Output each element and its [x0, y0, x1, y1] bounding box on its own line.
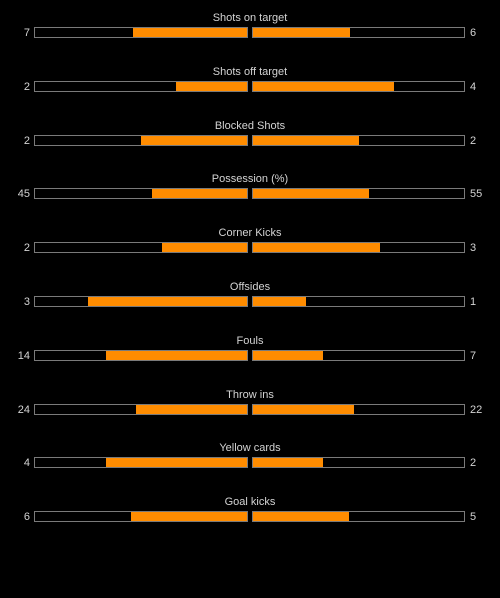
away-bar — [252, 134, 465, 146]
home-value: 6 — [23, 511, 30, 524]
home-bar-fill — [88, 296, 247, 306]
away-value: 3 — [470, 242, 477, 255]
stat-title: Shots off target — [212, 65, 288, 78]
home-bar — [34, 295, 248, 307]
away-bar-fill — [253, 189, 370, 199]
home-bar-fill — [162, 243, 247, 253]
stat-title: Throw ins — [226, 388, 274, 401]
home-bar — [34, 80, 248, 92]
home-bar — [34, 188, 248, 200]
home-bar — [34, 349, 248, 361]
home-value: 2 — [23, 242, 30, 255]
home-value: 2 — [23, 134, 30, 147]
away-bar-fill — [253, 458, 324, 468]
away-value: 2 — [470, 134, 477, 147]
stat-title: Goal kicks — [224, 496, 276, 509]
away-bar-fill — [253, 81, 394, 91]
away-value: 5 — [470, 511, 477, 524]
stat-row: Goal kicks 6 5 — [0, 495, 500, 549]
home-bar-fill — [105, 350, 247, 360]
away-value: 4 — [470, 80, 477, 93]
stat-row: Fouls 14 7 — [0, 334, 500, 388]
away-bar-fill — [253, 512, 349, 522]
stat-title: Possession (%) — [211, 173, 289, 186]
away-bar — [252, 80, 465, 92]
match-stats-list: Shots on target 7 6 Shots off target 2 4… — [0, 11, 500, 549]
stat-row: Shots off target 2 4 — [0, 65, 500, 119]
stat-title: Corner Kicks — [218, 227, 282, 240]
away-bar — [252, 242, 465, 254]
home-bar-fill — [105, 458, 247, 468]
away-bar — [252, 349, 465, 361]
stat-title: Blocked Shots — [214, 119, 286, 132]
stat-row: Throw ins 24 22 — [0, 388, 500, 442]
home-value: 2 — [23, 80, 30, 93]
away-bar — [252, 188, 465, 200]
away-value: 1 — [470, 295, 477, 308]
stat-row: Yellow cards 4 2 — [0, 441, 500, 495]
home-value: 45 — [17, 188, 30, 201]
home-bar-fill — [141, 135, 247, 145]
away-value: 7 — [470, 349, 477, 362]
away-bar — [252, 27, 465, 38]
home-bar — [34, 511, 248, 523]
home-bar-fill — [151, 189, 247, 199]
home-bar — [34, 134, 248, 146]
stat-row: Corner Kicks 2 3 — [0, 226, 500, 280]
stat-title: Fouls — [236, 334, 264, 347]
stat-title: Shots on target — [212, 12, 288, 24]
away-bar — [252, 457, 465, 469]
away-value: 6 — [470, 27, 477, 39]
home-value: 24 — [17, 403, 30, 416]
away-bar — [252, 295, 465, 307]
away-bar-fill — [253, 296, 306, 306]
home-value: 14 — [17, 349, 30, 362]
home-bar-fill — [132, 28, 247, 37]
stat-title: Yellow cards — [219, 442, 281, 455]
home-bar — [34, 403, 248, 415]
home-bar-fill — [136, 404, 247, 414]
home-value: 7 — [23, 27, 30, 39]
away-bar — [252, 403, 465, 415]
home-bar — [34, 457, 248, 469]
stat-row: Possession (%) 45 55 — [0, 172, 500, 226]
away-bar — [252, 511, 465, 523]
away-bar-fill — [253, 135, 359, 145]
away-value: 22 — [470, 403, 483, 416]
away-bar-fill — [253, 243, 380, 253]
stat-title: Offsides — [229, 280, 271, 293]
stat-row: Offsides 3 1 — [0, 280, 500, 334]
home-bar — [34, 242, 248, 254]
away-bar-fill — [253, 28, 351, 37]
stat-row: Shots on target 7 6 — [0, 11, 500, 65]
home-value: 3 — [23, 295, 30, 308]
home-bar-fill — [131, 512, 247, 522]
away-value: 2 — [470, 457, 477, 470]
home-value: 4 — [23, 457, 30, 470]
home-bar — [34, 27, 248, 38]
away-bar-fill — [253, 404, 354, 414]
away-value: 55 — [470, 188, 483, 201]
home-bar-fill — [176, 81, 247, 91]
away-bar-fill — [253, 350, 324, 360]
stat-row: Blocked Shots 2 2 — [0, 119, 500, 173]
